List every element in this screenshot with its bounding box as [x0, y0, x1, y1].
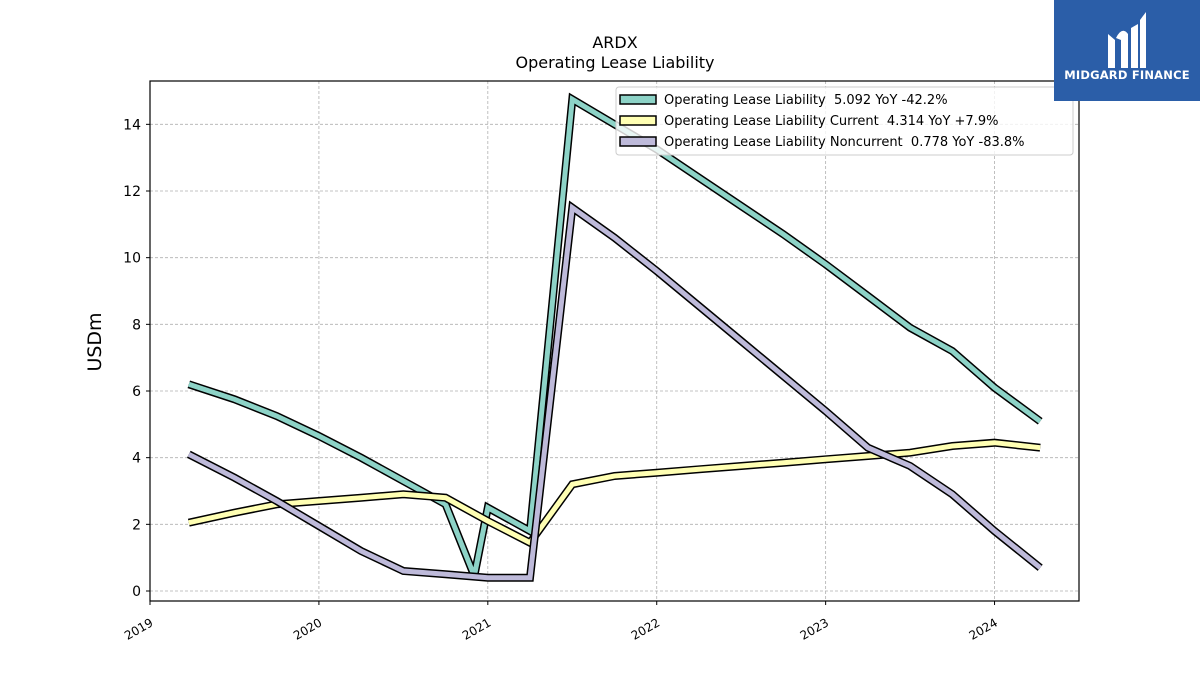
x-tick-label: 2019 — [122, 615, 155, 642]
legend-label: Operating Lease Liability 5.092 YoY -42.… — [664, 93, 948, 108]
x-tick-label: 2021 — [460, 615, 493, 642]
series-lines — [186, 92, 1043, 582]
y-tick-label: 10 — [123, 251, 141, 267]
legend-label: Operating Lease Liability Noncurrent 0.7… — [664, 135, 1025, 150]
brand-name: MIDGARD FINANCE — [1064, 68, 1190, 82]
chart-title: ARDX — [592, 33, 637, 52]
x-axis: 2019 2020 2021 2022 2023 2024 — [122, 601, 1000, 643]
legend-label: Operating Lease Liability Current 4.314 … — [664, 114, 998, 129]
legend-entry: Operating Lease Liability Noncurrent 0.7… — [619, 135, 1025, 150]
x-tick-label: 2020 — [291, 615, 324, 642]
series-line — [187, 203, 1042, 581]
legend-swatch — [619, 136, 657, 147]
x-tick-label: 2023 — [798, 615, 831, 642]
series-line — [188, 95, 1042, 577]
legend-entry: Operating Lease Liability 5.092 YoY -42.… — [619, 93, 948, 108]
brand-logo: MIDGARD FINANCE — [1054, 0, 1200, 101]
x-tick-label: 2022 — [629, 615, 662, 642]
y-tick-label: 4 — [132, 451, 141, 467]
y-tick-label: 2 — [132, 517, 141, 533]
y-tick-label: 12 — [123, 184, 141, 200]
midgard-logo-icon — [1108, 12, 1146, 68]
y-tick-label: 8 — [132, 317, 141, 333]
y-tick-label: 6 — [132, 384, 141, 400]
chart-subtitle: Operating Lease Liability — [515, 53, 714, 72]
legend-swatch — [619, 94, 657, 105]
y-tick-label: 0 — [132, 584, 141, 600]
legend: Operating Lease Liability 5.092 YoY -42.… — [615, 86, 1074, 156]
x-tick-label: 2024 — [967, 615, 1000, 642]
legend-swatch — [619, 115, 657, 126]
y-axis-label: USDm — [84, 312, 106, 371]
legend-entry: Operating Lease Liability Current 4.314 … — [619, 114, 998, 129]
y-tick-label: 14 — [123, 117, 141, 133]
series-line — [188, 440, 1041, 546]
legend-box — [615, 86, 1074, 156]
plot-frame — [149, 80, 1080, 602]
y-axis: 0 2 4 6 8 10 12 14 — [123, 117, 150, 600]
